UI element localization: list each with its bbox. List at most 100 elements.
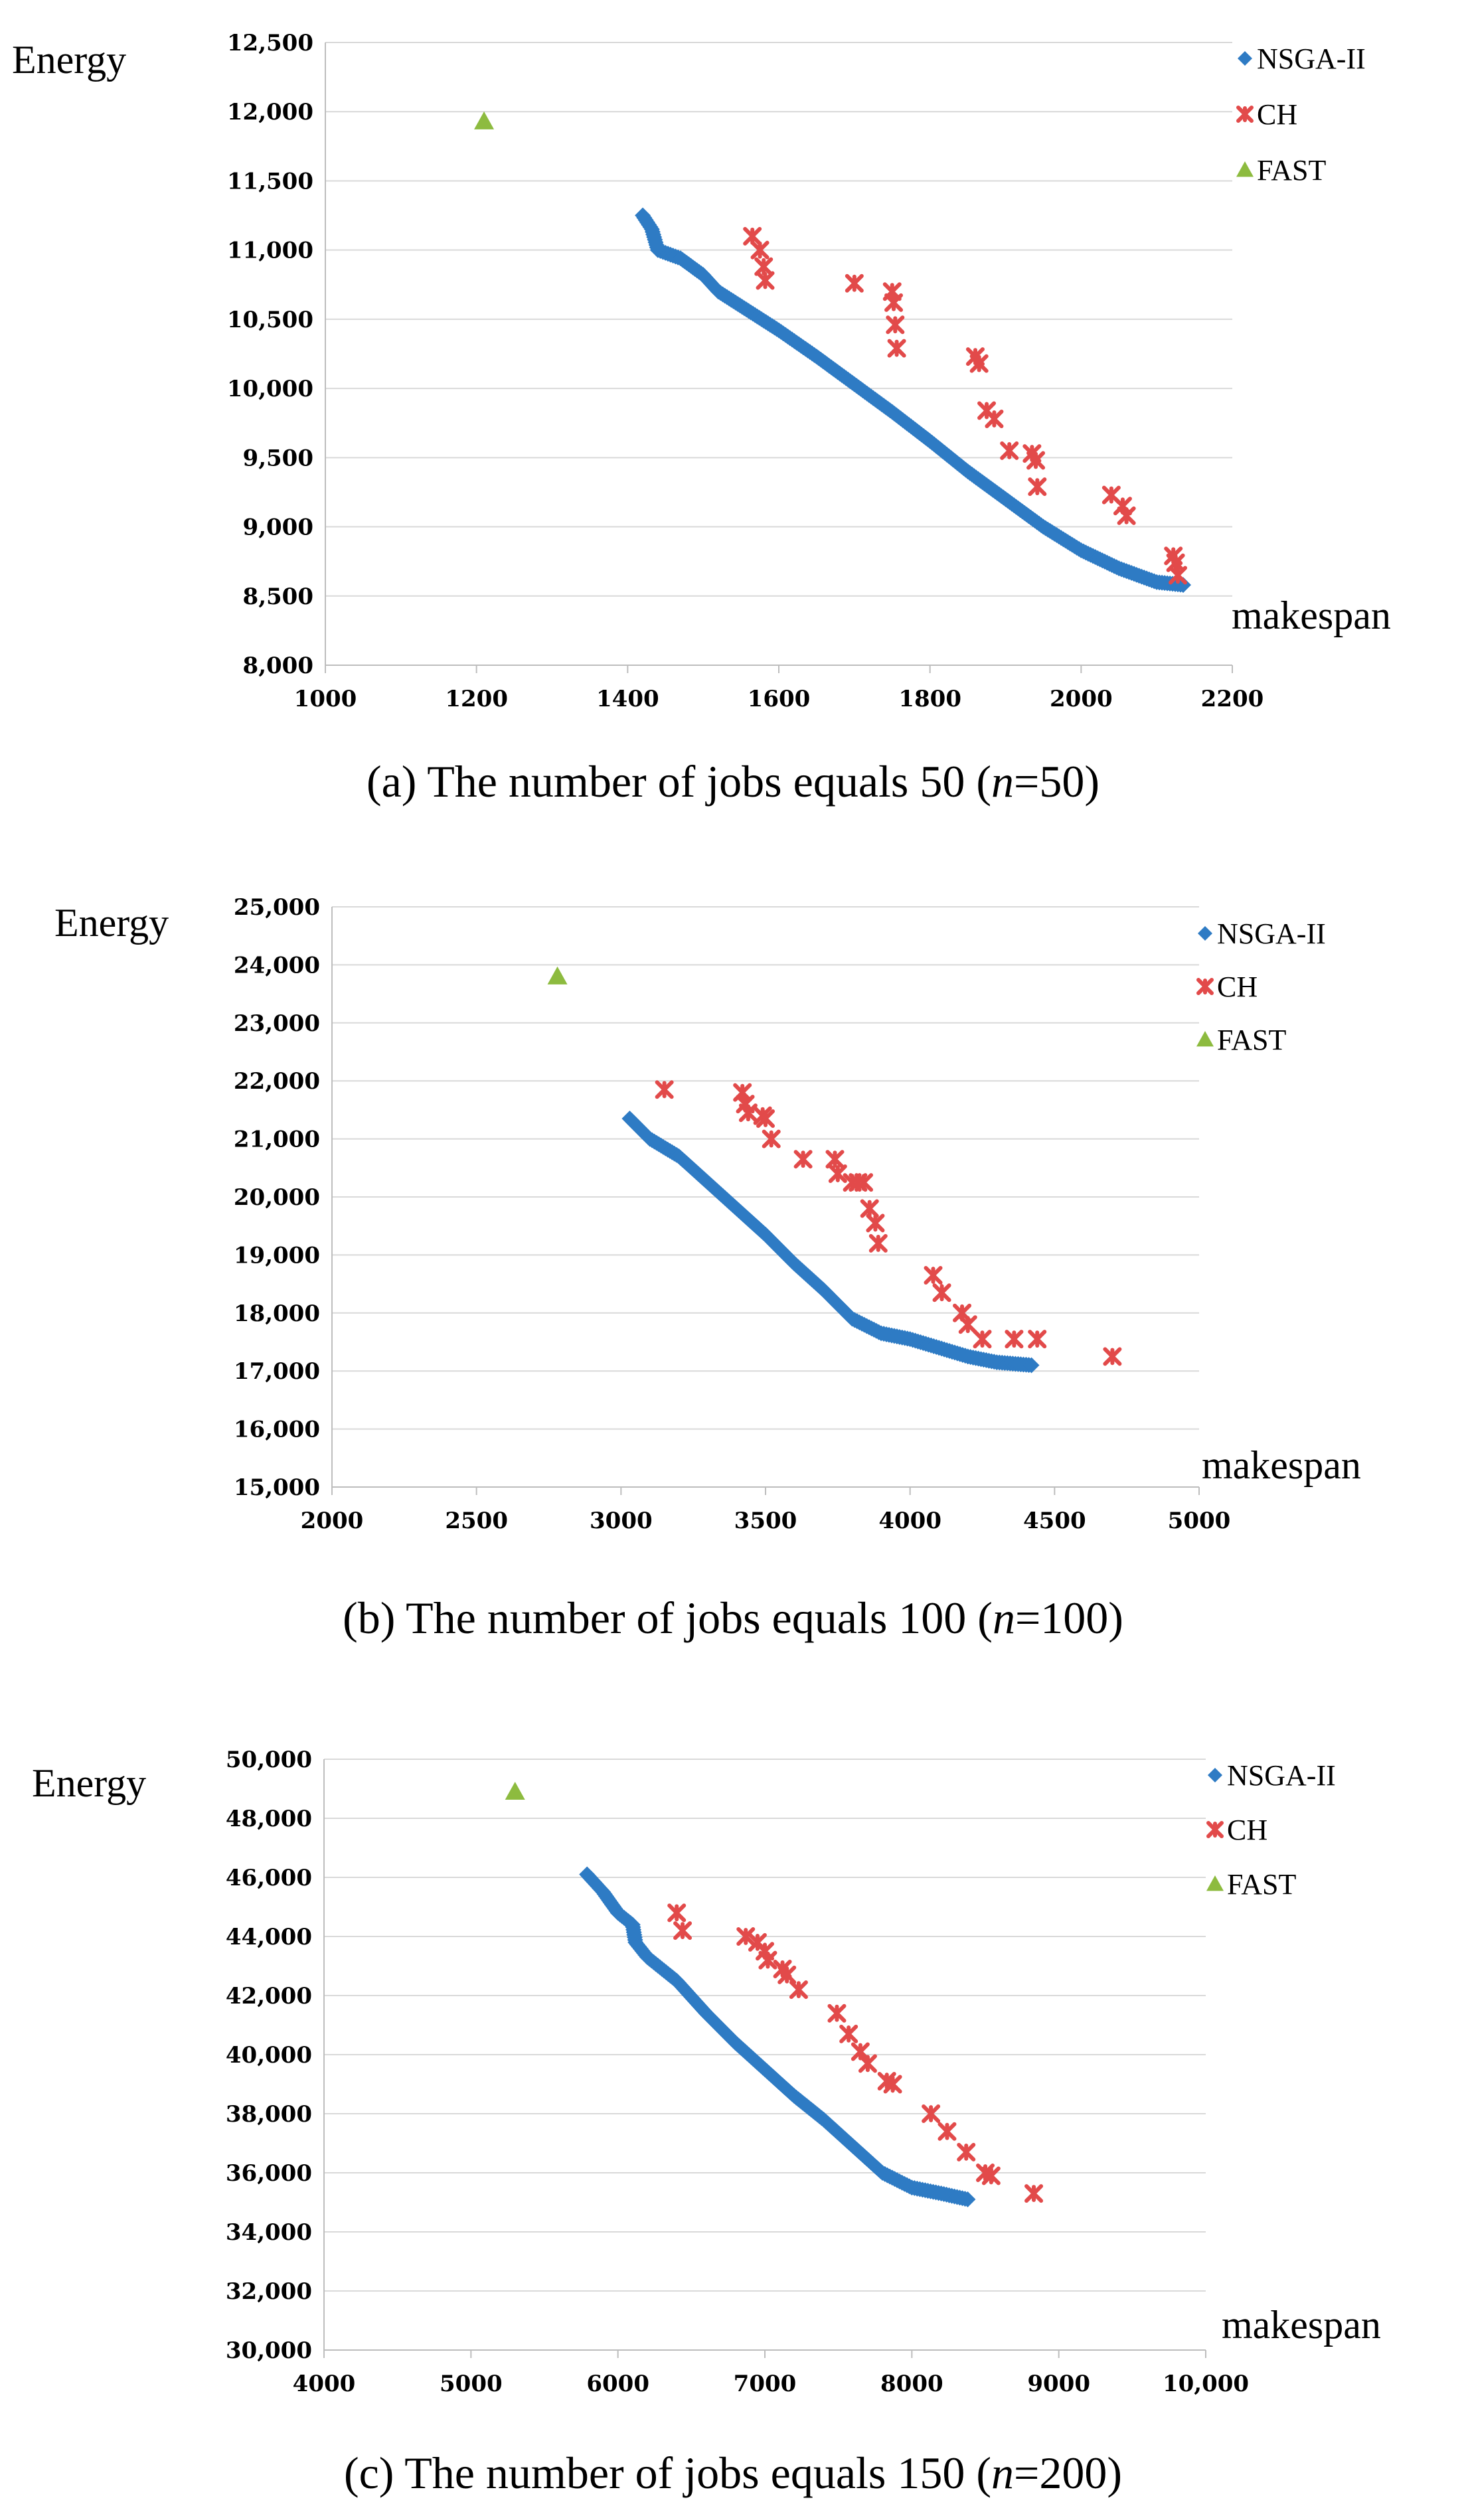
ch-point [655, 1080, 674, 1099]
ch-point [825, 1150, 845, 1169]
x-tick-label: 2200 [1201, 686, 1264, 712]
caption-text: (c) The number of jobs equals 150 ( [344, 2448, 991, 2498]
ch-point [957, 2142, 976, 2162]
y-tick-label: 9,500 [243, 445, 313, 471]
caption-text: (b) The number of jobs equals 100 ( [343, 1593, 993, 1643]
ch-point [758, 1950, 777, 1970]
legend-label: NSGA-II [1227, 1759, 1336, 1792]
y-tick-label: 9,000 [243, 514, 313, 541]
x-tick-label: 2500 [445, 1508, 508, 1534]
legend: NSGA-II CH FAST [1206, 1759, 1336, 1901]
nsga-ii-point [1023, 1357, 1040, 1374]
x-tick-label: 4000 [878, 1508, 941, 1534]
x-tick-label: 9000 [1027, 2371, 1090, 2397]
ch-point [750, 240, 770, 260]
y-tick-label: 23,000 [234, 1010, 320, 1037]
legend: NSGA-II CH FAST [1196, 917, 1326, 1056]
series-fast [547, 966, 568, 984]
x-axis-title: makespan [1222, 2303, 1381, 2347]
ch-point [793, 1150, 813, 1169]
y-tick-label: 10,000 [227, 376, 313, 402]
ch-point [1005, 1330, 1024, 1349]
caption-text: =200) [1014, 2448, 1122, 2498]
ch-point [1024, 2184, 1044, 2203]
y-tick-label: 17,000 [234, 1358, 320, 1385]
y-tick-label: 10,500 [227, 307, 313, 333]
ch-point [828, 1164, 847, 1184]
ch-point [883, 2075, 902, 2094]
y-tick-label: 11,500 [227, 168, 313, 195]
ch-point [1196, 978, 1214, 995]
ch-point [762, 1129, 781, 1148]
ch-point [937, 2122, 957, 2141]
caption-text: (a) The number of jobs equals 50 ( [366, 756, 991, 807]
ch-point [667, 1903, 687, 1923]
caption-text: =50) [1014, 756, 1100, 807]
y-axis-title: Energy [32, 1761, 146, 1805]
series-nsga-ii [621, 1111, 1040, 1374]
x-tick-label: 8000 [880, 2371, 943, 2397]
chart-panel-2: 15,000 16,000 17,000 18,000 19,000 20,000 21,0… [54, 894, 1361, 1643]
legend-label: CH [1227, 1814, 1267, 1846]
series-fast [505, 1781, 525, 1800]
y-tick-label: 8,500 [243, 584, 313, 610]
legend-label: NSGA-II [1217, 917, 1326, 950]
ch-point [1028, 1330, 1047, 1349]
figure-caption: (c) The number of jobs equals 150 (n=200… [344, 2448, 1122, 2498]
caption-n: n [991, 756, 1014, 807]
ch-point [1206, 1821, 1224, 1838]
legend-label: CH [1257, 98, 1297, 131]
y-tick-label: 21,000 [234, 1127, 320, 1153]
x-tick-label: 1200 [445, 686, 508, 712]
y-tick-label: 19,000 [234, 1242, 320, 1269]
legend-item-nsga-ii: NSGA-II [1208, 1759, 1336, 1792]
y-tick-label: 44,000 [226, 1924, 312, 1950]
ch-point [886, 315, 905, 335]
ch-point [866, 1214, 885, 1233]
legend-label: FAST [1217, 1024, 1286, 1056]
y-tick-label: 18,000 [234, 1300, 320, 1327]
legend-item-ch: CH [1206, 1814, 1267, 1846]
series-nsga-ii [579, 1866, 976, 2208]
ch-point [858, 2054, 877, 2073]
fast-point [505, 1781, 525, 1800]
ch-point [868, 1233, 888, 1253]
nsga-ii-point [1238, 51, 1252, 66]
ch-point [777, 1965, 797, 1984]
x-tick-label: 10,000 [1163, 2371, 1249, 2397]
ch-point [887, 339, 906, 358]
ch-point [922, 2104, 941, 2123]
x-tick-label: 6000 [586, 2371, 649, 2397]
series-nsga-ii [635, 207, 1192, 593]
y-tick-label: 12,500 [227, 30, 313, 56]
ch-point [673, 1921, 692, 1940]
y-tick-label: 20,000 [234, 1184, 320, 1211]
x-axis-title: makespan [1232, 593, 1391, 637]
figure-caption: (b) The number of jobs equals 100 (n=100… [343, 1593, 1123, 1643]
ch-point [736, 1927, 756, 1946]
ch-point [743, 226, 762, 246]
y-axis-title: Energy [12, 38, 126, 82]
y-tick-label: 24,000 [234, 952, 320, 979]
ch-point [1000, 441, 1019, 460]
fast-point [1206, 1875, 1224, 1891]
fast-point [1196, 1031, 1214, 1047]
y-tick-label: 42,000 [226, 1983, 312, 2009]
ch-point [985, 409, 1004, 428]
ch-point [1169, 566, 1188, 585]
series-ch [667, 1903, 1044, 2203]
chart-panel-1: 8,000 8,500 9,000 9,500 10,000 10,500 11,000 11… [12, 30, 1391, 807]
x-tick-label: 2000 [301, 1508, 364, 1534]
x-tick-label: 4500 [1023, 1508, 1086, 1534]
x-tick-label: 3000 [590, 1508, 653, 1534]
x-tick-label: 1000 [294, 686, 357, 712]
ch-point [924, 1265, 943, 1285]
y-tick-label: 12,000 [227, 99, 313, 125]
nsga-ii-point [1208, 1768, 1222, 1782]
ch-point [981, 2166, 1001, 2185]
y-tick-label: 50,000 [226, 1747, 312, 1773]
x-tick-label: 5000 [1168, 1508, 1231, 1534]
legend-label: FAST [1227, 1868, 1296, 1901]
legend: NSGA-II CH FAST [1236, 42, 1366, 187]
